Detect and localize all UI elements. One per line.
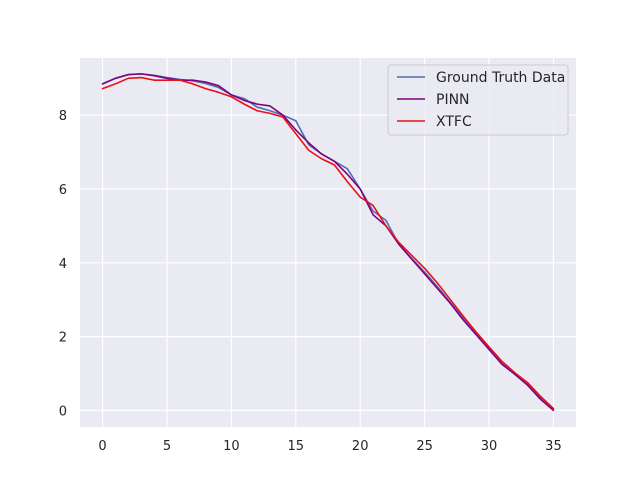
x-tick-label: 15: [288, 439, 305, 454]
y-tick-label: 6: [59, 183, 67, 198]
series-line-xtfc: [101, 76, 555, 410]
y-tick-label: 0: [59, 404, 67, 419]
legend-entry: XTFC: [397, 114, 472, 130]
legend-label: XTFC: [436, 114, 472, 130]
x-axis-ticks: 0 5 10 15 20 25 30 35: [98, 439, 561, 454]
legend-label: PINN: [436, 92, 470, 108]
legend-label: Ground Truth Data: [436, 70, 565, 86]
legend-entry: PINN: [397, 92, 470, 108]
series-lines: [101, 73, 555, 412]
x-tick-label: 10: [223, 439, 240, 454]
legend: Ground Truth Data PINN XTFC: [387, 64, 569, 136]
x-tick-label: 20: [352, 439, 369, 454]
legend-entry: Ground Truth Data: [397, 70, 565, 86]
x-tick-label: 25: [416, 439, 433, 454]
y-tick-label: 4: [59, 257, 67, 272]
y-tick-label: 2: [59, 331, 67, 346]
x-tick-label: 5: [163, 439, 171, 454]
y-axis-ticks: 0 2 4 6 8: [59, 109, 67, 419]
x-tick-label: 30: [481, 439, 498, 454]
y-tick-label: 8: [59, 109, 67, 124]
x-tick-label: 35: [545, 439, 562, 454]
x-tick-label: 0: [98, 439, 106, 454]
legend-box: [387, 64, 569, 136]
